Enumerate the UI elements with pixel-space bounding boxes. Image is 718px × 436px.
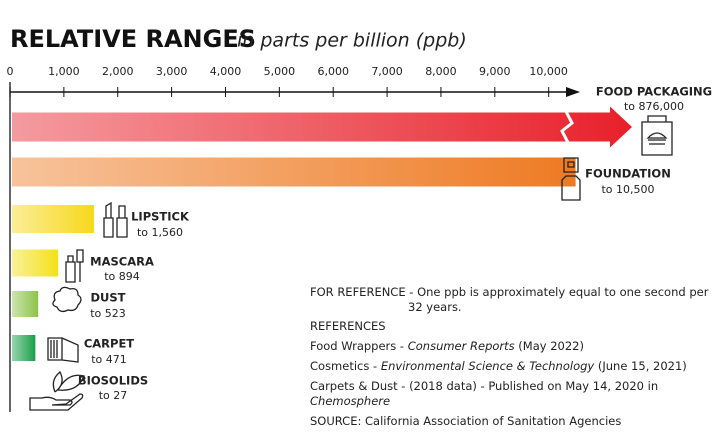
note-line: Food Wrappers - Consumer Reports (May 20… [310, 339, 710, 354]
note-line: SOURCE: California Association of Sanita… [310, 414, 710, 429]
note-text: Chemosphere [310, 394, 391, 408]
notes: FOR REFERENCE - One ppb is approximately… [310, 285, 710, 434]
value-label: to 471 [91, 353, 127, 366]
icon-hand [29, 370, 85, 411]
note-line: Cosmetics - Environmental Science & Tech… [310, 359, 710, 374]
note-line: REFERENCES [310, 319, 710, 334]
category-label: LIPSTICK [131, 210, 190, 224]
x-tick-label: 4,000 [210, 65, 242, 78]
bar [12, 249, 59, 277]
x-tick-label: 7,000 [371, 65, 403, 78]
note-text: REFERENCES [310, 319, 386, 333]
icon-lipstick [103, 201, 128, 238]
x-tick-label: 3,000 [156, 65, 188, 78]
bar [12, 335, 36, 361]
value-label: to 876,000 [624, 100, 684, 113]
icon-mascara [65, 249, 84, 283]
x-tick-label: 6,000 [317, 65, 349, 78]
note-text: FOR REFERENCE [310, 285, 406, 299]
note-text: Environmental Science & Technology [380, 359, 595, 373]
x-tick-label: 1,000 [48, 65, 80, 78]
category-label: MASCARA [90, 255, 154, 269]
axis-break [560, 110, 574, 144]
category-label: DUST [90, 291, 125, 305]
value-label: to 27 [99, 389, 128, 402]
bar [12, 106, 632, 148]
value-label: to 523 [90, 307, 126, 320]
note-text: Consumer Reports [407, 339, 515, 353]
note-text: Food Wrappers - [310, 339, 408, 353]
icon-bag [641, 115, 673, 156]
chart-title: RELATIVE RANGES [10, 25, 256, 53]
note-text: Cosmetics - [310, 359, 381, 373]
value-label: to 894 [104, 270, 140, 283]
note-text: (June 15, 2021) [594, 359, 687, 373]
icon-carpet [47, 337, 79, 363]
x-tick-label: 10,000 [529, 65, 568, 78]
chart-subtitle: in parts per billion (ppb) [237, 30, 467, 52]
axis-arrow [566, 87, 580, 97]
note-line: FOR REFERENCE - One ppb is approximately… [310, 285, 710, 315]
x-tick-label: 8,000 [425, 65, 457, 78]
x-tick-label: 9,000 [479, 65, 511, 78]
note-text: Carpets & Dust - (2018 data) - Published… [310, 379, 659, 393]
category-label: FOUNDATION [585, 167, 671, 181]
bar [12, 205, 95, 233]
value-label: to 1,560 [137, 226, 183, 239]
category-label: BIOSOLIDS [78, 374, 148, 388]
note-text: SOURCE: California Association of Sanita… [310, 414, 622, 428]
bar [12, 157, 576, 187]
note-text: (May 2022) [514, 339, 584, 353]
note-line: Carpets & Dust - (2018 data) - Published… [310, 379, 710, 409]
x-tick-label: 5,000 [264, 65, 296, 78]
note-text: - One ppb is approximately equal to one … [405, 285, 709, 314]
icon-dust [52, 286, 82, 313]
icon-bottle [561, 157, 581, 201]
category-label: CARPET [84, 337, 134, 351]
value-label: to 10,500 [601, 183, 654, 196]
bar [12, 291, 39, 317]
x-tick-label: 2,000 [102, 65, 134, 78]
x-tick-label: 0 [7, 65, 14, 78]
category-label: FOOD PACKAGING [596, 85, 712, 99]
